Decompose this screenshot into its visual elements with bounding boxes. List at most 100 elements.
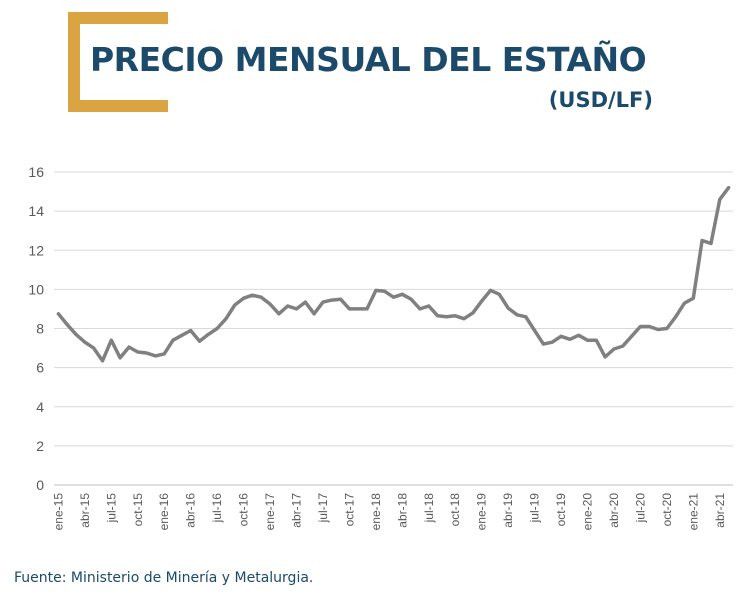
data-point [224, 317, 228, 321]
x-tick-label: jul-20 [633, 493, 647, 524]
x-tick-label: abr-15 [78, 493, 92, 528]
data-point [577, 333, 581, 337]
data-point [489, 288, 492, 292]
data-point [171, 338, 175, 342]
data-point [365, 307, 369, 311]
data-point [427, 304, 431, 308]
x-tick-label: jul-19 [528, 493, 542, 524]
y-tick-label: 12 [28, 242, 44, 258]
data-point [312, 312, 316, 316]
x-tick-label: ene-15 [51, 493, 65, 531]
y-tick-label: 0 [36, 477, 44, 493]
x-tick-label: oct-16 [237, 493, 251, 527]
chart-subtitle: (USD/LF) [548, 88, 653, 112]
data-point [295, 307, 298, 311]
data-point [65, 323, 69, 327]
y-tick-label: 6 [36, 360, 44, 376]
data-point [638, 325, 642, 329]
data-point [189, 328, 193, 332]
data-point [506, 306, 510, 310]
data-point [268, 302, 272, 306]
data-point [215, 327, 219, 330]
chart-title: PRECIO MENSUAL DEL ESTAÑO [90, 40, 647, 79]
y-tick-label: 2 [36, 438, 44, 454]
data-point [586, 338, 589, 342]
x-tick-label: jul-15 [104, 493, 118, 524]
y-tick-label: 14 [28, 203, 44, 219]
data-point [718, 197, 722, 201]
data-point [250, 293, 254, 297]
series-layer [56, 185, 731, 363]
data-point [383, 289, 387, 293]
x-tick-label: abr-18 [395, 493, 409, 528]
data-point [286, 304, 290, 308]
data-point [621, 344, 625, 348]
data-point [118, 356, 122, 360]
data-point [233, 303, 237, 307]
x-tick-label: ene-19 [475, 493, 489, 531]
data-point [92, 346, 96, 350]
data-point [453, 314, 457, 318]
data-point [700, 238, 704, 242]
logo-bracket-icon [68, 12, 168, 112]
data-point [594, 338, 598, 342]
data-point [727, 186, 731, 190]
data-point [409, 297, 413, 301]
y-axis-tick-labels: 0 2 4 6 8 10 12 14 16 [28, 164, 44, 493]
x-tick-label: abr-17 [290, 493, 304, 528]
data-point [550, 340, 554, 344]
grid-lines [54, 171, 733, 486]
data-point [462, 317, 466, 321]
series-line-0 [56, 185, 731, 363]
data-point [101, 359, 104, 363]
data-point [568, 337, 572, 341]
data-point [400, 292, 404, 296]
data-point [198, 339, 201, 343]
data-point [709, 241, 713, 245]
data-point [136, 350, 140, 354]
data-point [647, 325, 651, 329]
data-point [83, 340, 87, 344]
x-tick-label: abr-16 [184, 493, 198, 528]
y-tick-label: 10 [28, 281, 44, 297]
x-tick-label: jul-18 [422, 493, 436, 524]
data-point [74, 332, 78, 336]
data-point [339, 297, 343, 301]
x-tick-label: ene-16 [157, 493, 171, 531]
data-point [259, 295, 263, 299]
x-tick-label: abr-19 [501, 493, 515, 528]
x-tick-label: abr-21 [713, 493, 727, 528]
data-point [630, 334, 634, 338]
data-point [559, 334, 563, 338]
data-point [515, 313, 519, 317]
data-point [347, 307, 351, 311]
data-point [691, 296, 695, 300]
data-point [612, 347, 616, 351]
x-tick-label: ene-18 [369, 493, 383, 531]
data-point [374, 288, 378, 292]
x-tick-label: oct-19 [554, 493, 568, 527]
y-tick-label: 4 [36, 399, 44, 415]
source-note: Fuente: Ministerio de Minería y Metalurg… [14, 570, 314, 586]
data-point [180, 333, 184, 337]
x-tick-label: oct-17 [342, 493, 356, 527]
data-point [471, 311, 475, 315]
x-tick-label: ene-21 [686, 493, 700, 531]
data-point [683, 301, 686, 305]
y-tick-label: 16 [28, 164, 44, 180]
data-point [656, 327, 660, 331]
data-point [303, 300, 307, 304]
y-tick-label: 8 [36, 321, 44, 337]
data-point [436, 314, 440, 318]
x-tick-label: oct-15 [131, 493, 145, 527]
data-point [153, 354, 157, 358]
data-point [480, 299, 484, 303]
data-point [277, 312, 281, 316]
data-point [603, 355, 607, 359]
data-point [674, 315, 678, 319]
data-point [392, 295, 395, 299]
x-tick-label: abr-20 [607, 493, 621, 528]
data-point [541, 342, 545, 346]
x-tick-label: ene-20 [581, 493, 595, 531]
